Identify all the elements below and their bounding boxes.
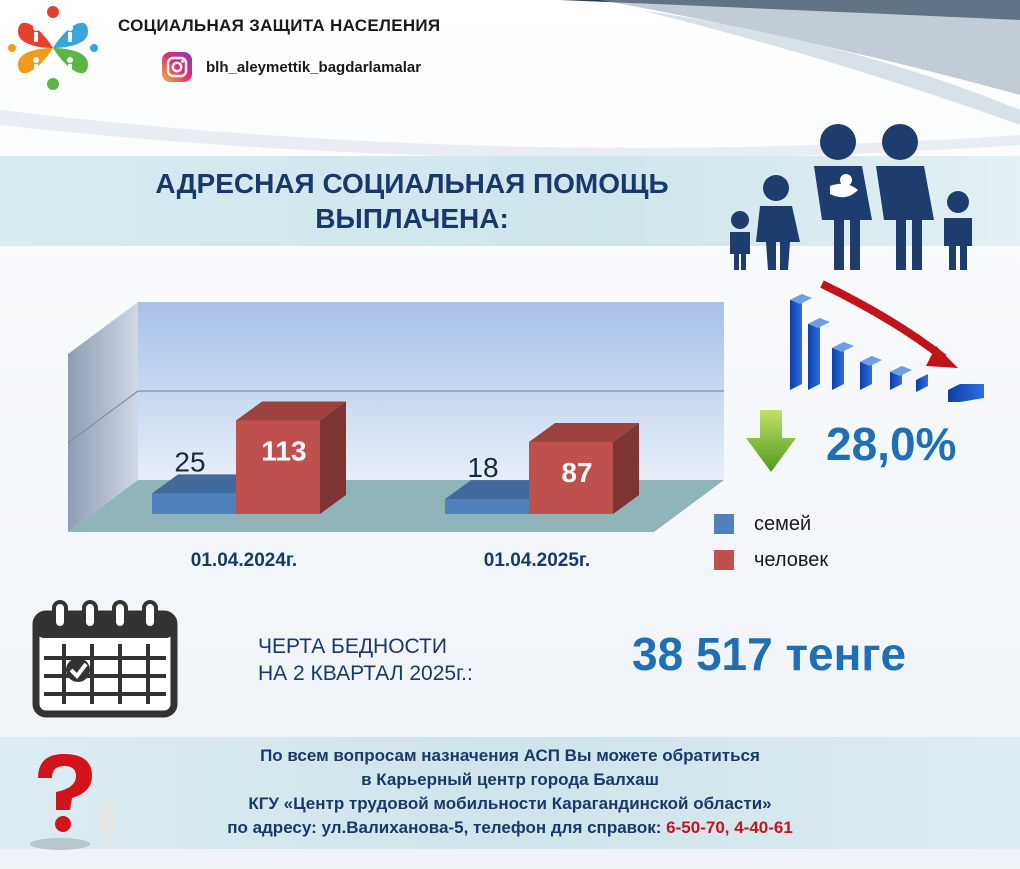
chart-bar — [529, 423, 639, 514]
chart-data-label: 113 — [261, 436, 306, 467]
footer-line-4: по адресу: ул.Валиханова-5, телефон для … — [130, 816, 890, 840]
page-title-line-2: ВЫПЛАЧЕНА: — [315, 203, 509, 234]
bar-chart: 25 113 01.04.2024г. 18 87 01.04.2025г. — [67, 302, 724, 571]
chart-data-label: 87 — [561, 457, 592, 488]
chart-gridline-side — [67, 390, 139, 444]
instagram-icon — [162, 52, 192, 82]
legend-swatch-people — [714, 550, 734, 570]
header-swoosh — [0, 0, 1020, 159]
footer-line-3: КГУ «Центр трудовой мобильности Караганд… — [248, 794, 772, 813]
instagram-row[interactable]: blh_aleymettik_bagdarlamalar — [160, 52, 421, 82]
decrease-percent: 28,0% — [826, 418, 957, 470]
legend-item-people: человек — [714, 542, 828, 578]
page-title: АДРЕСНАЯ СОЦИАЛЬНАЯ ПОМОЩЬ ВЫПЛАЧЕНА: — [102, 166, 722, 236]
down-arrow-icon — [746, 410, 796, 472]
chart-legend: семей человек — [714, 506, 828, 578]
poverty-line-label: ЧЕРТА БЕДНОСТИ НА 2 КВАРТАЛ 2025г.: — [258, 633, 473, 687]
footer-phones[interactable]: 6-50-70, 4-40-61 — [666, 818, 793, 837]
chart-bar — [236, 401, 346, 514]
chart-category-label: 01.04.2025г. — [484, 550, 590, 571]
legend-label-people: человек — [754, 548, 829, 571]
question-mark-person-icon — [30, 754, 116, 850]
legend-item-families: семей — [714, 506, 828, 542]
calendar-icon — [32, 600, 178, 718]
social-protection-logo — [8, 6, 98, 90]
footer-line-1: По всем вопросам назначения АСП Вы может… — [260, 746, 760, 765]
chart-category-label: 01.04.2024г. — [191, 550, 297, 571]
legend-label-families: семей — [754, 512, 812, 535]
header-title: СОЦИАЛЬНАЯ ЗАЩИТА НАСЕЛЕНИЯ — [118, 16, 441, 35]
instagram-handle: blh_aleymettik_bagdarlamalar — [206, 58, 422, 76]
footer-banner — [0, 737, 1020, 849]
declining-bars-icon — [790, 280, 984, 402]
footer-text: По всем вопросам назначения АСП Вы может… — [130, 744, 890, 840]
footer-line-2: в Карьерный центр города Балхаш — [361, 770, 659, 789]
page-title-line-1: АДРЕСНАЯ СОЦИАЛЬНАЯ ПОМОЩЬ — [155, 168, 669, 199]
poverty-line-label-2: НА 2 КВАРТАЛ 2025г.: — [258, 662, 473, 685]
footer-address: по адресу: ул.Валиханова-5, телефон для … — [227, 818, 667, 837]
chart-data-label: 25 — [174, 446, 205, 477]
poverty-line-value: 38 517 тенге — [632, 628, 907, 680]
family-icon — [730, 124, 972, 270]
legend-swatch-families — [714, 514, 734, 534]
chart-data-label: 18 — [467, 452, 498, 483]
poverty-line-label-1: ЧЕРТА БЕДНОСТИ — [258, 635, 447, 658]
